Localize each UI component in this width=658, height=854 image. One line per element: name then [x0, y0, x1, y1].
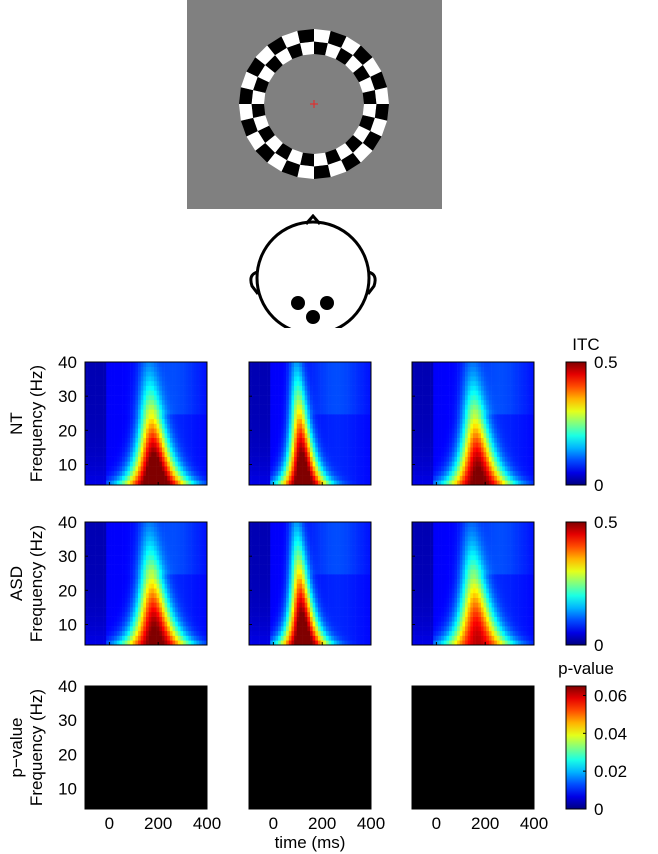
head-electrode-diagram: [249, 214, 377, 328]
panel-frame: [84, 521, 208, 646]
panel-frame: [248, 361, 372, 486]
colorbar-tick-label: 0: [594, 800, 603, 819]
y-tick-label: 30: [58, 387, 77, 406]
colorbar-tick-label: 0.06: [594, 686, 627, 705]
pvalue-map: [249, 686, 371, 809]
x-tick-label: 400: [357, 814, 385, 833]
x-tick-label: 0: [269, 814, 278, 833]
row-label: ASD: [7, 566, 26, 601]
pvalue-map: [412, 686, 534, 809]
y-tick-label: 20: [58, 581, 77, 600]
head-outline: [255, 220, 371, 328]
heatmap-panel: [411, 521, 535, 646]
y-axis-label: Frequency (Hz): [27, 689, 46, 806]
panel-frame: [248, 521, 372, 646]
x-tick-label: 0: [105, 814, 114, 833]
x-tick-label: 0: [432, 814, 441, 833]
colorbar-tick-label: 0.5: [594, 353, 618, 372]
heatmap-panel: [248, 521, 372, 646]
panel-frame: [84, 361, 208, 486]
y-tick-label: 10: [58, 616, 77, 635]
y-axis-label: Frequency (Hz): [27, 525, 46, 642]
panel-frame: [411, 521, 535, 646]
panel-frame: [248, 685, 372, 810]
heatmap-panel: 40 30 20 10: [58, 513, 208, 646]
x-tick-label: 400: [520, 814, 548, 833]
electrode: [306, 310, 320, 324]
electrode: [291, 296, 305, 310]
y-tick-label: 40: [58, 513, 77, 532]
row-label: p−value: [7, 717, 26, 777]
x-tick-label: 200: [308, 814, 336, 833]
row-label: NT: [7, 412, 26, 435]
colorbar-title: ITC: [572, 335, 599, 354]
panel-frame: [84, 685, 208, 810]
colorbar-tick-label: 0.02: [594, 762, 627, 781]
colorbar: [565, 685, 587, 810]
heatmap-panel: [411, 361, 535, 486]
colorbar-tick-label: 0.04: [594, 724, 627, 743]
y-tick-label: 30: [58, 547, 77, 566]
colorbar-tick-label: 0: [594, 476, 603, 495]
y-tick-label: 10: [58, 456, 77, 475]
y-tick-label: 10: [58, 780, 77, 799]
colorbar: [565, 521, 587, 646]
y-tick-label: 20: [58, 421, 77, 440]
y-tick-label: 40: [58, 353, 77, 372]
panel-frame: [411, 685, 535, 810]
colorbar-tick-label: 0: [594, 636, 603, 655]
heatmap-panel: 0 200 400: [411, 685, 548, 833]
heatmap-panel: 40 30 20 10 0 200 400: [58, 677, 221, 833]
x-tick-label: 200: [144, 814, 172, 833]
heatmap-panel: [248, 361, 372, 486]
heatmap-panel: 0 200 400: [248, 685, 385, 833]
y-tick-label: 40: [58, 677, 77, 696]
heatmap-panel: 40 30 20 10: [58, 353, 208, 486]
x-axis-label: time (ms): [275, 833, 346, 852]
y-tick-label: 30: [58, 711, 77, 730]
y-axis-label: Frequency (Hz): [27, 365, 46, 482]
checkerboard-ring: [239, 29, 389, 179]
checkerboard-stimulus: [187, 0, 442, 209]
colorbar: [565, 361, 587, 486]
electrode: [320, 296, 334, 310]
pvalue-map: [85, 686, 207, 809]
colorbar-title: p-value: [558, 659, 614, 678]
colorbar-tick-label: 0.5: [594, 513, 618, 532]
y-tick-label: 20: [58, 745, 77, 764]
x-tick-label: 400: [193, 814, 221, 833]
panel-frame: [411, 361, 535, 486]
fixation-cross: [310, 100, 318, 108]
x-tick-label: 200: [471, 814, 499, 833]
